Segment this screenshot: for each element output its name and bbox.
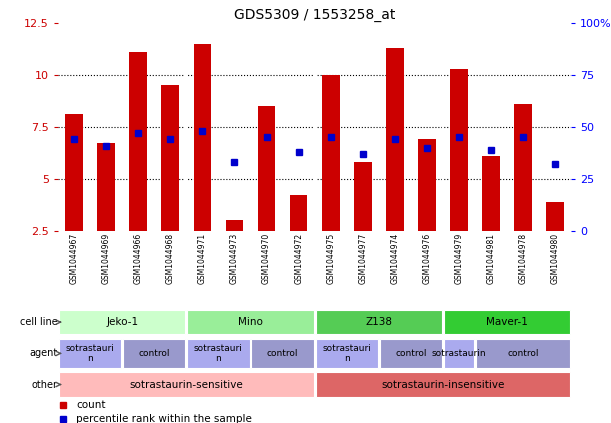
Bar xyxy=(252,339,313,368)
Bar xyxy=(546,201,564,231)
Text: percentile rank within the sample: percentile rank within the sample xyxy=(76,414,252,423)
Text: sotrastaurin-insensitive: sotrastaurin-insensitive xyxy=(381,379,505,390)
Text: Maver-1: Maver-1 xyxy=(486,317,528,327)
Bar xyxy=(386,48,404,231)
Text: Z138: Z138 xyxy=(365,317,392,327)
Bar xyxy=(59,310,185,334)
Bar xyxy=(194,44,211,231)
Text: GSM1044971: GSM1044971 xyxy=(198,233,207,284)
Text: GSM1044970: GSM1044970 xyxy=(262,233,271,284)
Bar xyxy=(130,52,147,231)
Text: GSM1044977: GSM1044977 xyxy=(358,233,367,284)
Bar xyxy=(322,75,340,231)
Bar xyxy=(123,339,185,368)
Text: sotrastauri
n: sotrastauri n xyxy=(194,344,243,363)
Bar xyxy=(258,106,276,231)
Text: count: count xyxy=(76,400,106,410)
Text: cell line: cell line xyxy=(20,317,57,327)
Text: sotrastauri
n: sotrastauri n xyxy=(66,344,114,363)
Bar xyxy=(476,339,570,368)
Title: GDS5309 / 1553258_at: GDS5309 / 1553258_at xyxy=(234,8,395,22)
Text: GSM1044978: GSM1044978 xyxy=(519,233,528,284)
Text: agent: agent xyxy=(29,349,57,358)
Text: GSM1044966: GSM1044966 xyxy=(134,233,143,284)
Text: sotrastauri
n: sotrastauri n xyxy=(323,344,371,363)
Text: sotrastaurin: sotrastaurin xyxy=(432,349,486,358)
Text: control: control xyxy=(267,349,298,358)
Text: Jeko-1: Jeko-1 xyxy=(106,317,138,327)
Bar xyxy=(188,339,249,368)
Text: sotrastaurin-sensitive: sotrastaurin-sensitive xyxy=(130,379,243,390)
Text: control: control xyxy=(139,349,170,358)
Bar xyxy=(316,339,378,368)
Bar xyxy=(444,339,474,368)
Text: GSM1044972: GSM1044972 xyxy=(294,233,303,284)
Bar xyxy=(161,85,179,231)
Bar xyxy=(65,115,83,231)
Bar xyxy=(380,339,442,368)
Bar xyxy=(316,372,570,397)
Bar xyxy=(59,372,313,397)
Text: GSM1044967: GSM1044967 xyxy=(70,233,79,284)
Bar xyxy=(59,339,121,368)
Bar xyxy=(316,310,442,334)
Text: GSM1044980: GSM1044980 xyxy=(551,233,560,284)
Bar xyxy=(514,104,532,231)
Text: GSM1044979: GSM1044979 xyxy=(455,233,464,284)
Text: GSM1044975: GSM1044975 xyxy=(326,233,335,284)
Bar xyxy=(97,143,115,231)
Bar xyxy=(188,310,313,334)
Bar xyxy=(290,195,307,231)
Bar xyxy=(482,156,500,231)
Text: Mino: Mino xyxy=(238,317,263,327)
Text: control: control xyxy=(507,349,539,358)
Text: control: control xyxy=(395,349,426,358)
Text: GSM1044969: GSM1044969 xyxy=(101,233,111,284)
Bar xyxy=(225,220,243,231)
Bar xyxy=(444,310,570,334)
Text: GSM1044968: GSM1044968 xyxy=(166,233,175,284)
Text: GSM1044973: GSM1044973 xyxy=(230,233,239,284)
Bar xyxy=(354,162,371,231)
Text: GSM1044981: GSM1044981 xyxy=(486,233,496,284)
Bar xyxy=(450,69,468,231)
Text: other: other xyxy=(31,379,57,390)
Text: GSM1044974: GSM1044974 xyxy=(390,233,400,284)
Text: GSM1044976: GSM1044976 xyxy=(422,233,431,284)
Bar xyxy=(418,139,436,231)
